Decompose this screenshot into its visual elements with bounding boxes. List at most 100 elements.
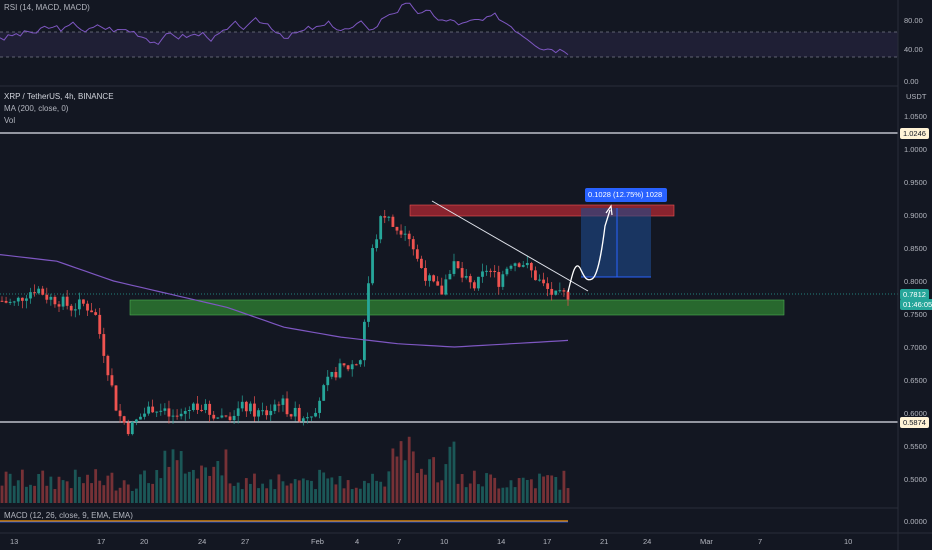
candle-body — [330, 371, 334, 377]
volume-bar — [257, 488, 260, 503]
volume-bar — [61, 480, 65, 503]
time-axis-label: 21 — [600, 537, 609, 546]
candle-body — [444, 279, 448, 295]
candle-body — [257, 410, 260, 417]
volume-bar — [147, 483, 150, 503]
candle-body — [305, 417, 309, 419]
volume-bar — [428, 459, 431, 503]
candle-body — [265, 410, 269, 416]
candle-body — [69, 305, 73, 311]
candle-body — [94, 312, 98, 315]
volume-bar — [375, 480, 379, 503]
candle-body — [415, 249, 419, 259]
candle-body — [379, 216, 383, 240]
candle-body — [338, 363, 342, 378]
candle-body — [452, 261, 456, 274]
target-box[interactable] — [581, 208, 651, 277]
candle-body — [118, 410, 122, 417]
candle-body — [232, 415, 236, 421]
candle-body — [155, 411, 159, 413]
time-axis-label: 10 — [440, 537, 449, 546]
candle-body — [375, 239, 379, 249]
candle-body — [550, 288, 554, 295]
volume-bar — [106, 475, 110, 503]
candle-body — [509, 265, 513, 269]
volume-bar — [481, 486, 484, 503]
price-scale-label: 0.6500 — [904, 376, 927, 385]
volume-bar — [509, 480, 513, 503]
candle-body — [114, 385, 118, 411]
volume-bar — [25, 486, 28, 503]
volume-bar — [420, 468, 423, 503]
volume-bar — [432, 457, 436, 503]
candle-body — [493, 270, 497, 273]
candle-body — [90, 310, 93, 313]
volume-bar — [314, 489, 317, 503]
volume-bar — [517, 478, 521, 503]
volume-bar — [297, 480, 301, 503]
volume-bar — [244, 478, 248, 503]
candle-body — [77, 299, 81, 310]
candle-body — [350, 364, 354, 370]
volume-bar — [558, 489, 562, 503]
volume-bar — [122, 480, 126, 503]
resistance-zone[interactable] — [409, 204, 675, 217]
volume-bar — [57, 476, 61, 503]
volume-bar — [240, 489, 244, 503]
volume-bar — [151, 483, 155, 503]
volume-bar — [73, 469, 77, 503]
time-axis-label: 20 — [140, 537, 149, 546]
candle-body — [428, 275, 431, 281]
price-scale-bg[interactable] — [898, 0, 932, 550]
volume-bar — [228, 483, 232, 503]
symbol-legend[interactable]: XRP / TetherUS, 4h, BINANCE — [4, 92, 114, 101]
candle-body — [187, 410, 191, 412]
volume-bar — [403, 460, 407, 503]
volume-bar — [134, 488, 138, 503]
candle-body — [196, 403, 199, 410]
volume-bar — [114, 490, 118, 503]
price-scale-label: 0.5000 — [904, 475, 927, 484]
time-axis-label: Feb — [311, 537, 324, 546]
candle-body — [293, 407, 297, 417]
ma-legend[interactable]: MA (200, close, 0) — [4, 104, 69, 113]
volume-bar — [436, 482, 440, 503]
candle-body — [49, 296, 53, 300]
time-axis-label: 17 — [543, 537, 552, 546]
candle-body — [244, 401, 248, 412]
volume-bar — [12, 485, 16, 503]
candle-body — [566, 291, 570, 300]
descending-trendline[interactable] — [431, 200, 589, 292]
macd-indicator-label[interactable]: MACD (12, 26, close, 9, EMA, EMA) — [4, 511, 133, 520]
candle-body — [468, 276, 472, 283]
currency-label[interactable]: USDT — [906, 92, 927, 101]
vol-legend[interactable]: Vol — [4, 116, 16, 125]
candle-body — [273, 404, 277, 411]
candle-body — [460, 268, 464, 278]
candle-body — [183, 411, 187, 414]
support-zone[interactable] — [129, 299, 785, 316]
candle-body — [143, 413, 146, 417]
candle-body — [383, 216, 387, 218]
volume-bar — [452, 441, 456, 503]
volume-bar — [387, 471, 391, 503]
candle-body — [147, 406, 150, 414]
volume-bar — [513, 487, 517, 503]
candle-body — [489, 270, 493, 272]
volume-bar — [371, 473, 374, 503]
time-axis-label: 17 — [97, 537, 106, 546]
time-axis-label: 4 — [355, 537, 360, 546]
projection-path[interactable] — [567, 209, 611, 293]
lower-level-tag: 0.5874 — [900, 417, 929, 428]
candle-body — [534, 270, 537, 281]
candle-body — [175, 415, 179, 417]
candle-body — [289, 414, 293, 417]
current-price-tag: 0.7812 — [900, 289, 929, 300]
measure-label: 0.1028 (12.75%) 1028 — [588, 190, 663, 199]
rsi-indicator-label[interactable]: RSI (14, MACD, MACD) — [4, 3, 90, 12]
volume-bar — [395, 456, 399, 503]
price-scale-label: 1.0500 — [904, 112, 927, 121]
volume-bar — [110, 472, 114, 503]
time-axis-label: 10 — [844, 537, 853, 546]
